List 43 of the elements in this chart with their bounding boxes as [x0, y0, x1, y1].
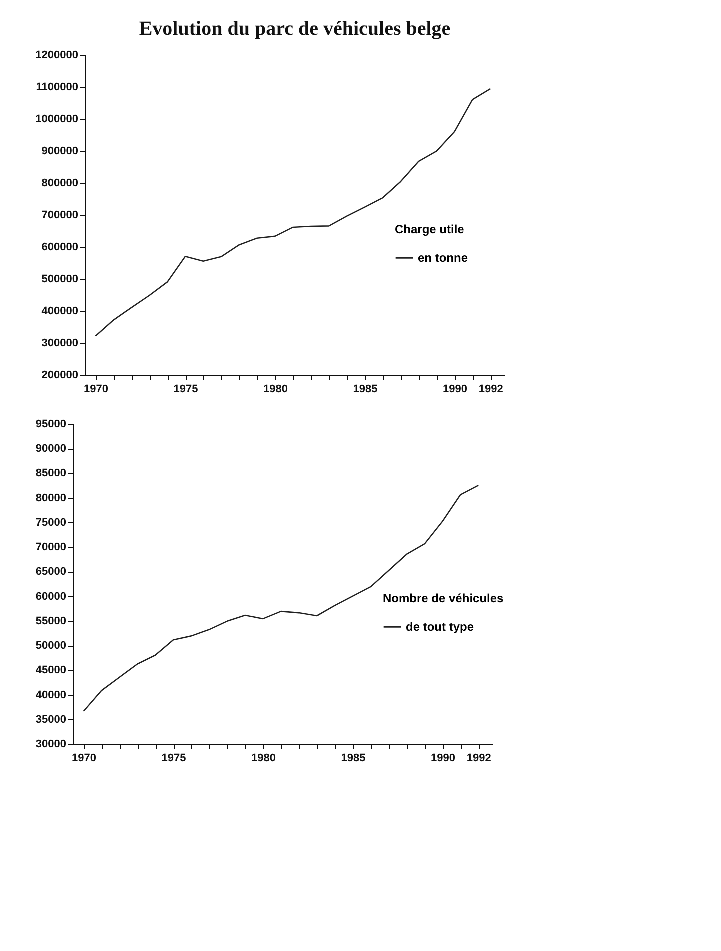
- legend-title: Charge utile: [395, 222, 465, 237]
- y-tick-label: 1200000: [36, 50, 78, 62]
- y-tick-label: 400000: [42, 306, 78, 318]
- y-tick-label: 700000: [42, 210, 78, 222]
- y-tick-label: 40000: [36, 689, 66, 702]
- y-tick-label: 55000: [36, 615, 66, 628]
- x-tick-label: 1970: [72, 752, 97, 764]
- legend-label: en tonne: [418, 251, 468, 266]
- y-tick-label: 85000: [36, 468, 66, 480]
- y-tick-label: 500000: [42, 274, 78, 286]
- x-tick-label: 1975: [162, 752, 186, 764]
- legend-label: de tout type: [406, 620, 474, 634]
- x-tick-label: 1985: [353, 384, 378, 396]
- y-tick-label: 900000: [42, 146, 78, 158]
- x-tick-label: 1970: [84, 384, 109, 396]
- x-tick-label: 1992: [466, 752, 492, 764]
- y-tick-label: 75000: [36, 516, 66, 529]
- x-tick-label: 1990: [443, 384, 468, 396]
- y-tick-label: 1100000: [36, 82, 78, 94]
- x-tick-label: 1990: [431, 752, 456, 764]
- x-tick-label: 1975: [174, 384, 198, 396]
- y-tick-label: 65000: [36, 566, 66, 578]
- y-tick-label: 600000: [42, 242, 78, 254]
- y-tick-label: 80000: [36, 492, 66, 504]
- x-tick-label: 1985: [341, 752, 366, 764]
- chart-title: Evolution du parc de véhicules belge: [139, 18, 451, 40]
- y-tick-label: 90000: [36, 443, 66, 456]
- y-tick-label: 70000: [36, 542, 66, 554]
- y-tick-label: 300000: [42, 338, 78, 350]
- y-tick-label: 1000000: [36, 114, 78, 126]
- y-tick-label: 200000: [42, 370, 78, 382]
- y-tick-label: 50000: [36, 640, 66, 652]
- y-tick-label: 45000: [36, 664, 66, 677]
- legend-title: Nombre de véhicules: [383, 592, 504, 606]
- x-tick-label: 1980: [264, 384, 288, 396]
- line-series: [95, 88, 492, 337]
- y-tick-label: 35000: [36, 714, 66, 726]
- y-tick-label: 95000: [36, 418, 66, 430]
- y-tick-label: 60000: [36, 590, 66, 603]
- y-tick-label: 800000: [42, 178, 78, 190]
- y-tick-label: 30000: [36, 738, 66, 750]
- x-tick-label: 1992: [478, 384, 504, 396]
- x-tick-label: 1980: [252, 752, 276, 764]
